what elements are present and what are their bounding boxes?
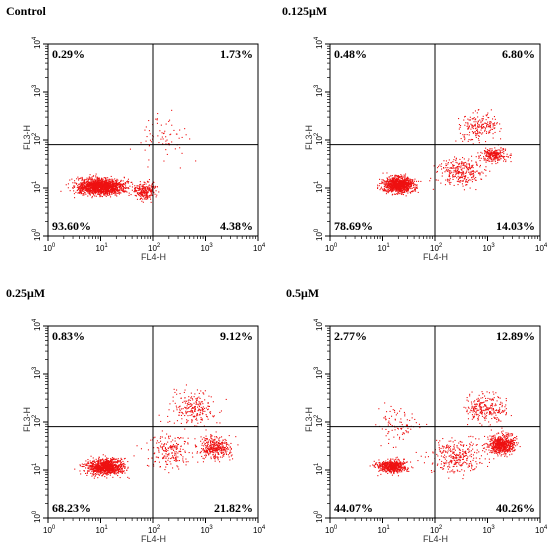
dot-plot: 100100101101102102103103104104FL4-HFL3-H… <box>0 282 275 552</box>
dot-plot: 100100101101102102103103104104FL4-HFL3-H… <box>282 0 550 270</box>
x-tick-label: 103 <box>483 243 496 253</box>
axis-ticks <box>325 44 540 241</box>
y-tick-label: 101 <box>32 462 42 475</box>
event-dots <box>377 109 512 196</box>
y-tick-label: 101 <box>314 462 324 475</box>
x-axis-label: FL4-H <box>141 534 166 544</box>
quadrant-upper-right: 9.12% <box>220 329 253 343</box>
y-axis-label: FL3-H <box>304 125 314 150</box>
quadrant-lower-right: 40.26% <box>496 501 535 515</box>
quadrant-upper-left: 2.77% <box>334 329 367 343</box>
quadrant-upper-right: 12.89% <box>496 329 535 343</box>
y-tick-label: 102 <box>32 414 42 427</box>
y-axis-label: FL3-H <box>22 407 32 432</box>
x-axis-label: FL4-H <box>423 534 448 544</box>
x-tick-label: 104 <box>535 525 548 535</box>
y-tick-label: 102 <box>314 414 324 427</box>
x-axis-label: FL4-H <box>141 252 166 262</box>
quadrant-upper-right: 1.73% <box>220 47 253 61</box>
x-axis-label: FL4-H <box>423 252 448 262</box>
quadrant-lower-right: 21.82% <box>214 501 253 515</box>
x-tick-label: 100 <box>43 525 56 535</box>
y-tick-label: 100 <box>32 510 42 523</box>
y-axis-label: FL3-H <box>304 407 314 432</box>
quadrant-lower-left: 78.69% <box>334 219 373 233</box>
x-tick-label: 100 <box>325 243 338 253</box>
quadrant-lower-left: 44.07% <box>334 501 373 515</box>
event-dots <box>74 384 238 479</box>
x-tick-label: 101 <box>96 243 109 253</box>
x-tick-label: 104 <box>253 243 266 253</box>
y-axis-label: FL3-H <box>22 125 32 150</box>
quadrant-upper-left: 0.83% <box>52 329 85 343</box>
y-tick-label: 103 <box>314 84 324 97</box>
quadrant-lower-right: 14.03% <box>496 219 535 233</box>
y-tick-label: 100 <box>314 228 324 241</box>
y-tick-label: 103 <box>32 84 42 97</box>
x-tick-label: 104 <box>535 243 548 253</box>
x-tick-label: 103 <box>483 525 496 535</box>
quadrant-upper-left: 0.48% <box>334 47 367 61</box>
x-tick-label: 101 <box>378 243 391 253</box>
x-tick-label: 101 <box>378 525 391 535</box>
y-tick-label: 102 <box>32 132 42 145</box>
x-tick-label: 104 <box>253 525 266 535</box>
y-tick-label: 100 <box>314 510 324 523</box>
x-tick-label: 100 <box>325 525 338 535</box>
y-tick-label: 104 <box>32 36 42 49</box>
y-tick-label: 103 <box>314 366 324 379</box>
y-tick-label: 100 <box>32 228 42 241</box>
y-tick-label: 101 <box>32 180 42 193</box>
y-tick-label: 101 <box>314 180 324 193</box>
dot-plot: 100100101101102102103103104104FL4-HFL3-H… <box>0 0 275 270</box>
y-tick-label: 102 <box>314 132 324 145</box>
y-tick-label: 104 <box>314 36 324 49</box>
quadrant-lower-right: 4.38% <box>220 219 253 233</box>
x-tick-label: 103 <box>201 525 214 535</box>
axis-ticks <box>43 44 258 241</box>
x-tick-label: 101 <box>96 525 109 535</box>
event-dots <box>60 110 196 203</box>
event-dots <box>370 391 521 479</box>
quadrant-upper-right: 6.80% <box>502 47 535 61</box>
quadrant-lower-left: 68.23% <box>52 501 91 515</box>
quadrant-upper-left: 0.29% <box>52 47 85 61</box>
quadrant-lower-left: 93.60% <box>52 219 91 233</box>
x-tick-label: 100 <box>43 243 56 253</box>
axis-ticks <box>325 326 540 523</box>
x-tick-label: 103 <box>201 243 214 253</box>
y-tick-label: 104 <box>32 318 42 331</box>
y-tick-label: 103 <box>32 366 42 379</box>
axis-ticks <box>43 326 258 523</box>
dot-plot: 100100101101102102103103104104FL4-HFL3-H… <box>282 282 550 552</box>
y-tick-label: 104 <box>314 318 324 331</box>
